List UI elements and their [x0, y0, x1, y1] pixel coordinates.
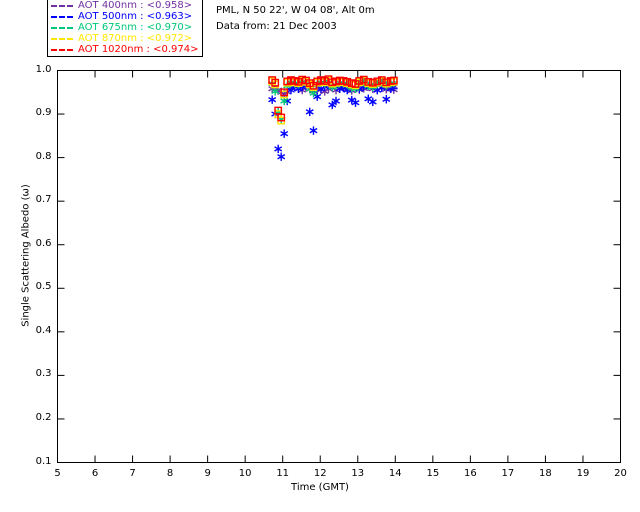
marker-square [343, 77, 352, 86]
chart-header: PML, N 50 22', W 04 08', Alt 0m Data fro… [216, 3, 375, 35]
legend-label-400nm: AOT 400nm : <0.958> [78, 0, 193, 11]
marker-asterisk [274, 144, 283, 154]
x-tick-label: 9 [204, 467, 211, 479]
marker-asterisk [271, 87, 280, 96]
marker-asterisk [332, 96, 340, 106]
legend-line-swatch-400nm [51, 4, 73, 7]
plot-frame [57, 70, 621, 463]
x-tick-label: 19 [576, 467, 590, 479]
y-tick-label: 1.0 [35, 63, 52, 75]
data-date-line: Data from: 21 Dec 2003 [216, 21, 337, 32]
marker-square [271, 78, 280, 87]
marker-asterisk [368, 97, 377, 107]
marker-asterisk [364, 94, 373, 104]
y-tick-label: 0.4 [35, 324, 52, 336]
x-tick-label: 16 [463, 467, 477, 479]
marker-asterisk [277, 152, 286, 161]
legend-line-swatch-1020nm [51, 48, 73, 51]
legend-label-870nm: AOT 870nm : <0.972> [78, 33, 193, 44]
legend-item-400nm: AOT 400nm : <0.958> [51, 0, 198, 11]
chart-legend: AOT 400nm : <0.958> AOT 500nm : <0.963> … [47, 0, 204, 57]
series-aot-1020nm [268, 75, 398, 122]
x-tick-label: 14 [388, 467, 402, 479]
x-tick-label: 18 [539, 467, 552, 479]
x-tick-label: 15 [426, 467, 440, 479]
station-line: PML, N 50 22', W 04 08', Alt 0m [216, 5, 375, 16]
x-tick-label: 20 [614, 467, 627, 479]
marker-square [377, 76, 386, 84]
marker-square [368, 78, 377, 87]
marker-asterisk [268, 95, 277, 104]
marker-asterisk [309, 126, 318, 135]
x-tick-label: 6 [91, 467, 99, 479]
marker-square [364, 77, 373, 86]
legend-item-675nm: AOT 675nm : <0.970> [51, 22, 198, 33]
y-tick-label: 0.3 [35, 368, 52, 380]
x-tick-label: 7 [129, 467, 136, 479]
legend-line-swatch-870nm [51, 37, 73, 40]
legend-item-870nm: AOT 870nm : <0.972> [51, 33, 198, 44]
x-tick-label: 12 [313, 467, 327, 479]
marker-square [277, 113, 286, 122]
legend-line-swatch-675nm [51, 26, 73, 29]
x-tick-label: 13 [351, 467, 365, 479]
x-tick-label: 5 [54, 467, 61, 479]
marker-square [359, 75, 368, 84]
marker-asterisk [351, 98, 360, 107]
plot-border [57, 70, 621, 463]
marker-asterisk [305, 107, 314, 117]
axis-ticks [57, 70, 621, 463]
marker-square [355, 77, 364, 85]
legend-item-1020nm: AOT 1020nm : <0.974> [51, 44, 198, 55]
marker-asterisk [313, 92, 322, 101]
y-tick-label: 0.8 [35, 150, 52, 162]
y-tick-label: 0.7 [35, 194, 52, 206]
x-tick-label: 10 [238, 467, 252, 479]
y-tick-label: 0.1 [35, 455, 52, 467]
legend-line-swatch-500nm [51, 15, 73, 18]
y-tick-label: 0.9 [35, 107, 52, 119]
marker-square [280, 88, 289, 97]
x-tick-label: 11 [276, 467, 290, 479]
x-axis-title: Time (GMT) [291, 482, 349, 493]
legend-label-675nm: AOT 675nm : <0.970> [78, 22, 193, 33]
legend-label-500nm: AOT 500nm : <0.963> [78, 11, 193, 22]
x-tick-label: 17 [501, 467, 515, 479]
y-tick-label: 0.6 [35, 237, 52, 249]
y-tick-label: 0.2 [35, 411, 52, 423]
data-points [268, 75, 398, 161]
x-tick-label: 8 [166, 467, 174, 479]
marker-square [382, 78, 391, 87]
marker-square [373, 77, 382, 86]
marker-asterisk [328, 100, 337, 110]
marker-asterisk [280, 129, 289, 138]
legend-label-1020nm: AOT 1020nm : <0.974> [78, 44, 199, 55]
legend-item-500nm: AOT 500nm : <0.963> [51, 11, 198, 22]
y-tick-label: 0.5 [35, 281, 52, 293]
marker-square [389, 76, 398, 85]
marker-asterisk [382, 95, 391, 104]
